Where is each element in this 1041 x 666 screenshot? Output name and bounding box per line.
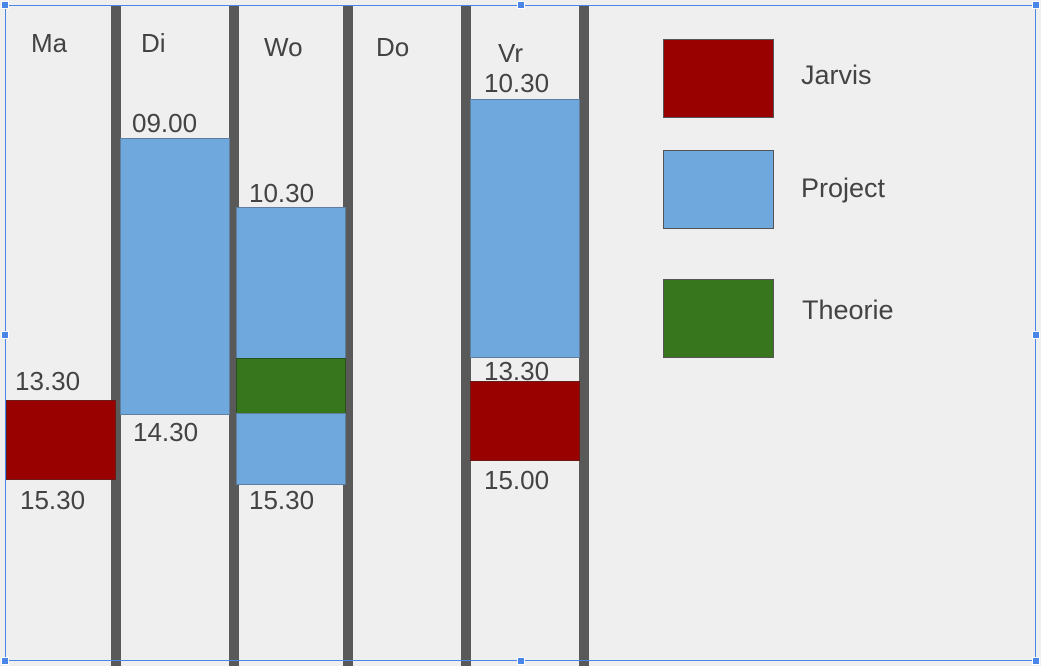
time-label-ma-start: 13.30	[15, 366, 81, 396]
legend-label-theorie: Theorie	[802, 295, 894, 325]
block-di-project	[120, 138, 230, 415]
resize-handle-middle-left[interactable]	[1, 331, 9, 339]
legend-label-project: Project	[801, 173, 886, 203]
time-label-di-end: 14.30	[133, 417, 199, 447]
resize-handle-top-center[interactable]	[517, 1, 525, 9]
day-label-ma: Ma	[31, 28, 68, 58]
legend-label-jarvis: Jarvis	[801, 60, 872, 90]
day-label-vr: Vr	[498, 38, 524, 68]
resize-handle-bottom-right[interactable]	[1032, 657, 1040, 665]
resize-handle-bottom-left[interactable]	[1, 657, 9, 665]
resize-handle-bottom-center[interactable]	[517, 657, 525, 665]
time-label-ma-end: 15.30	[20, 485, 86, 515]
legend-swatch-project	[663, 150, 774, 229]
resize-handle-top-left[interactable]	[1, 1, 9, 9]
selection-frame	[5, 5, 1036, 661]
block-wo-project-2	[236, 413, 346, 485]
day-label-do: Do	[376, 32, 410, 62]
time-label-vr-end: 15.00	[484, 465, 550, 495]
legend-swatch-theorie	[663, 279, 774, 358]
divider-ma-di	[111, 6, 121, 666]
divider-di-wo	[229, 6, 239, 666]
legend-swatch-jarvis	[663, 39, 774, 118]
block-wo-project-1	[236, 207, 346, 359]
time-label-wo-start: 10.30	[249, 178, 315, 208]
time-label-vr-start: 10.30	[484, 68, 550, 98]
divider-do-vr	[461, 6, 471, 666]
divider-vr-legend	[579, 6, 589, 666]
block-vr-jarvis	[470, 381, 580, 461]
divider-wo-do	[343, 6, 353, 666]
resize-handle-top-right[interactable]	[1032, 1, 1040, 9]
block-wo-theorie	[236, 358, 346, 414]
time-label-wo-end: 15.30	[249, 485, 315, 515]
block-vr-project	[470, 99, 580, 358]
day-label-di: Di	[141, 28, 166, 58]
resize-handle-middle-right[interactable]	[1032, 331, 1040, 339]
time-label-di-start: 09.00	[132, 108, 198, 138]
block-ma-jarvis	[6, 400, 116, 480]
day-label-wo: Wo	[264, 32, 303, 62]
